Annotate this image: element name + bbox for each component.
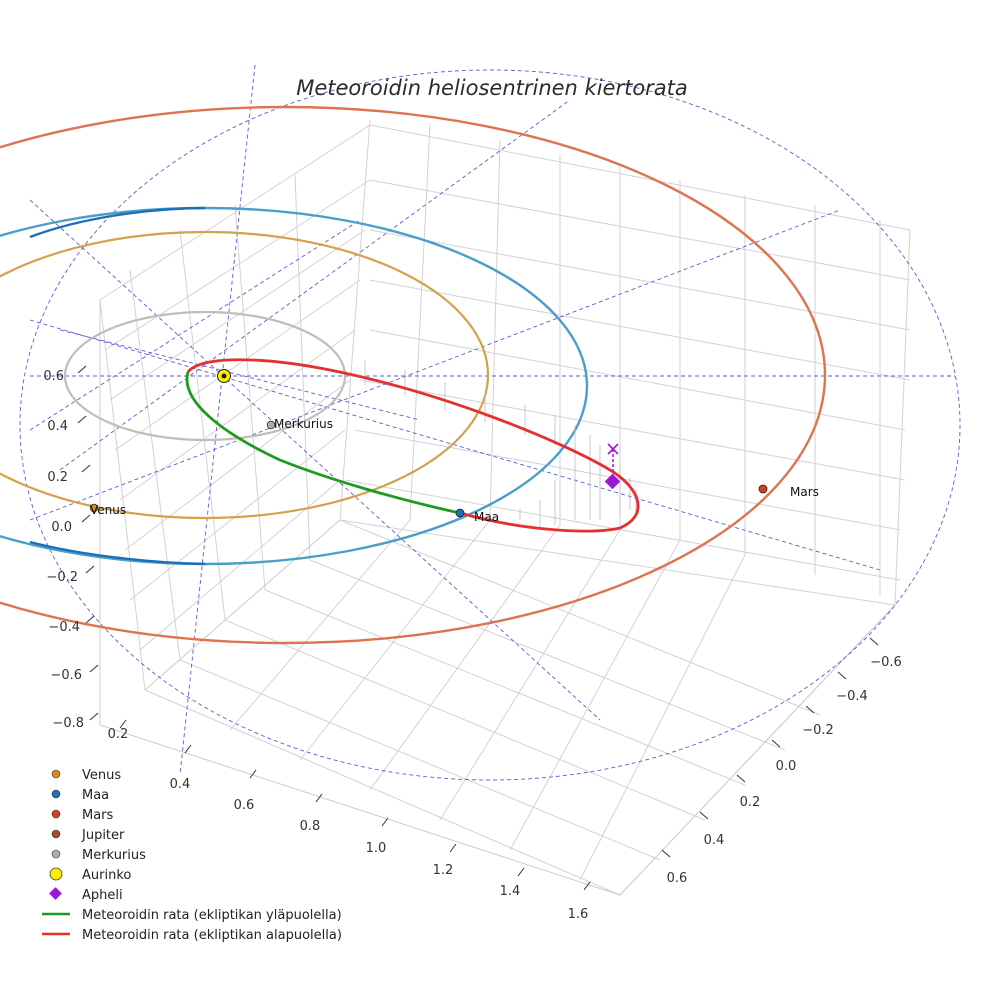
y-tick: −0.4 <box>836 689 868 704</box>
reference-lines <box>19 64 961 781</box>
chart-title: Meteoroidin heliosentrinen kiertorata <box>296 76 688 100</box>
y-tick: −0.2 <box>802 723 834 738</box>
orbit-maa-dark-bottom <box>29 540 206 566</box>
x-tick: 1.4 <box>500 884 521 899</box>
legend-aurinko-marker <box>49 867 63 881</box>
x-tick: 1.0 <box>366 841 387 856</box>
legend-mars: Mars <box>82 808 114 823</box>
mars-marker <box>758 484 768 494</box>
venus-marker <box>89 503 99 513</box>
label-venus: Venus <box>90 503 126 517</box>
projection-stems <box>364 360 637 527</box>
z-tick: 0.2 <box>47 470 68 485</box>
orbit-venus <box>0 230 490 520</box>
z-tick: 0.0 <box>51 520 72 535</box>
label-merkurius: Merkurius <box>274 417 333 431</box>
legend-maa: Maa <box>82 788 109 803</box>
legend-jupiter: Jupiter <box>81 828 125 843</box>
legend-apheli: Apheli <box>82 888 123 903</box>
x-tick: 0.2 <box>108 727 129 742</box>
orbit-maa-dark <box>29 206 206 239</box>
z-tick: 0.6 <box>43 369 64 384</box>
y-tick: 0.2 <box>740 795 761 810</box>
legend-jupiter-marker <box>51 829 61 839</box>
x-tick: 0.6 <box>234 798 255 813</box>
legend-merkurius-marker <box>51 849 61 859</box>
y-tick: 0.6 <box>667 871 688 886</box>
meteoroid-orbit-above <box>185 371 461 515</box>
maa-marker <box>455 508 465 518</box>
z-tick: 0.4 <box>47 419 68 434</box>
y-axis: −0.6 −0.4 −0.2 0.0 0.2 0.4 0.6 <box>661 637 902 886</box>
x-tick: 0.8 <box>300 819 321 834</box>
legend-mars-marker <box>51 809 61 819</box>
planets <box>89 369 768 518</box>
z-axis: 0.6 0.4 0.2 0.0 −0.2 −0.4 −0.6 −0.8 <box>43 365 99 731</box>
y-tick: 0.4 <box>704 833 725 848</box>
legend-venus: Venus <box>82 768 121 783</box>
orbits <box>0 105 827 645</box>
merkurius-marker <box>266 420 276 430</box>
aphelion-projection-marker <box>607 443 619 455</box>
legend-apheli-marker <box>49 887 62 900</box>
meteoroid-orbit <box>185 358 640 533</box>
grid <box>99 119 911 896</box>
z-tick: −0.8 <box>52 716 84 731</box>
planet-labels: Merkurius Venus Maa Mars <box>90 417 819 524</box>
label-mars: Mars <box>790 485 819 499</box>
legend-aurinko: Aurinko <box>82 868 131 883</box>
x-tick: 0.4 <box>170 777 191 792</box>
legend-orbit-below: Meteoroidin rata (ekliptikan alapuolella… <box>82 928 342 943</box>
label-maa: Maa <box>474 510 499 524</box>
z-tick: −0.2 <box>46 570 78 585</box>
orbit-merkurius <box>63 310 347 442</box>
y-tick: 0.0 <box>776 759 797 774</box>
x-tick: 1.6 <box>568 907 589 922</box>
legend-orbit-above: Meteoroidin rata (ekliptikan yläpuolella… <box>82 908 342 923</box>
legend-maa-marker <box>51 789 61 799</box>
legend: Venus Maa Mars Jupiter Merkurius Aurinko… <box>42 768 342 943</box>
y-tick: −0.6 <box>870 655 902 670</box>
orbit-mars <box>0 105 827 645</box>
x-axis: 0.2 0.4 0.6 0.8 1.0 1.2 1.4 1.6 <box>108 719 591 922</box>
meteoroid-orbit-below <box>186 358 640 533</box>
legend-merkurius: Merkurius <box>82 848 146 863</box>
x-tick: 1.2 <box>433 863 454 878</box>
legend-venus-marker <box>51 769 61 779</box>
z-tick: −0.4 <box>48 620 80 635</box>
z-tick: −0.6 <box>50 668 82 683</box>
